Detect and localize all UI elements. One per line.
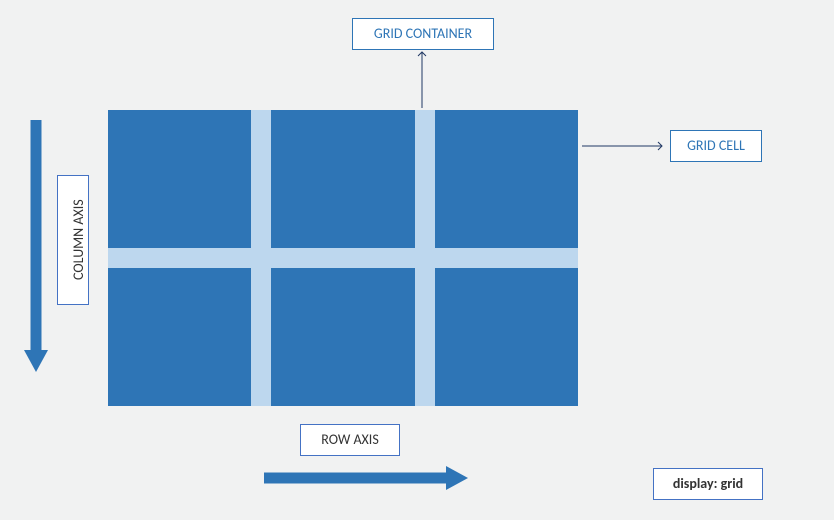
- grid-container-arrow: [412, 46, 432, 114]
- row-axis-arrow: [256, 458, 478, 498]
- row-axis-label: ROW AXIS: [300, 424, 400, 456]
- display-grid-label: display: grid: [653, 468, 763, 500]
- grid-cell: [435, 110, 578, 248]
- grid-cell: [108, 268, 251, 406]
- grid-cell-label: GRID CELL: [670, 130, 762, 162]
- column-axis-label: COLUMN AXIS: [57, 175, 89, 305]
- grid-cell: [435, 268, 578, 406]
- column-axis-arrow: [16, 112, 56, 382]
- grid-container-label: GRID CONTAINER: [352, 18, 494, 50]
- grid-cell: [271, 110, 414, 248]
- grid-cell: [271, 268, 414, 406]
- grid-container: [108, 110, 578, 406]
- grid-cell-arrow: [578, 136, 674, 156]
- grid-cell: [108, 110, 251, 248]
